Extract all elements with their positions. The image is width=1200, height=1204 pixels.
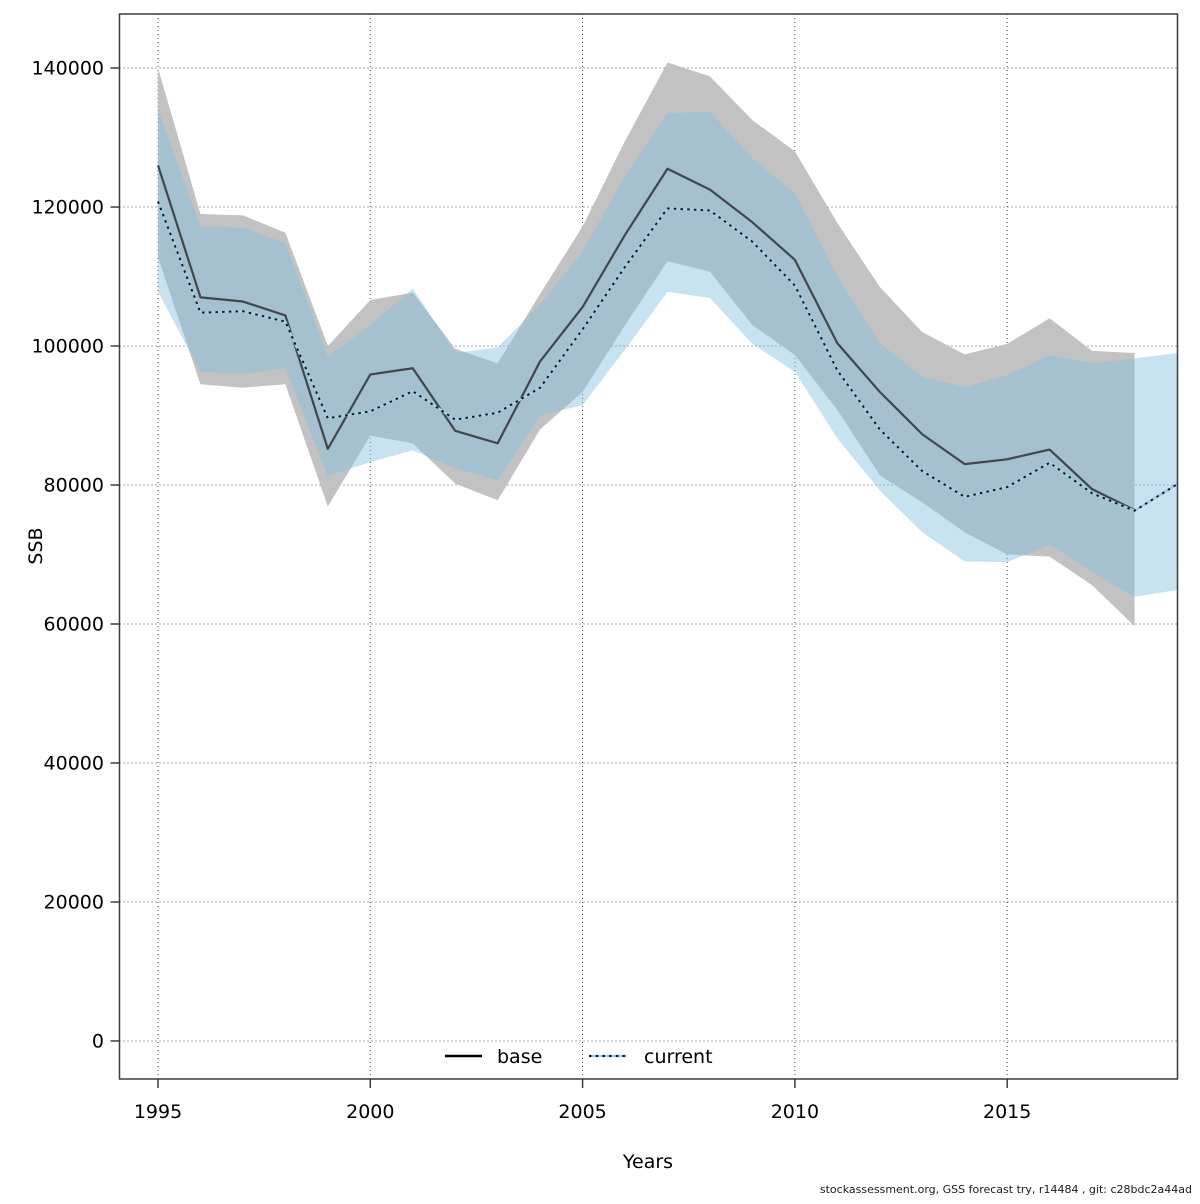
footer-attribution: stockassessment.org, GSS forecast try, r… (820, 1183, 1192, 1196)
series-lines (156, 164, 1178, 512)
y-tick-label: 80000 (44, 475, 104, 497)
base-confidence-band (158, 62, 1135, 627)
x-tick-label: 2010 (771, 1101, 819, 1123)
current-confidence-band (158, 109, 1177, 597)
x-axis-title: Years (622, 1151, 673, 1173)
x-tick-label: 2000 (346, 1101, 394, 1123)
axis-ticks (110, 67, 1008, 1088)
y-axis-title: SSB (25, 527, 47, 564)
y-tick-label: 120000 (31, 197, 104, 219)
confidence-bands (158, 62, 1177, 627)
y-tick-label: 0 (92, 1031, 104, 1053)
current-line-dotted (157, 201, 1178, 512)
y-tick-label: 140000 (31, 58, 104, 80)
y-tick-label: 20000 (44, 892, 104, 914)
base-line (156, 164, 1136, 512)
y-tick-label: 40000 (44, 753, 104, 775)
axis-tick-labels: 1995 2000 2005 2010 2015 0 20000 40000 60000 8000… (31, 58, 1031, 1124)
plot-border (118, 13, 1179, 1080)
y-tick-label: 100000 (31, 336, 104, 358)
legend: base current (445, 1046, 713, 1068)
x-tick-label: 1995 (134, 1101, 182, 1123)
legend-current-label: current (644, 1046, 713, 1068)
x-tick-label: 2015 (983, 1101, 1031, 1123)
x-tick-label: 2005 (558, 1101, 606, 1123)
legend-base-label: base (497, 1046, 542, 1068)
y-tick-label: 60000 (44, 614, 104, 636)
